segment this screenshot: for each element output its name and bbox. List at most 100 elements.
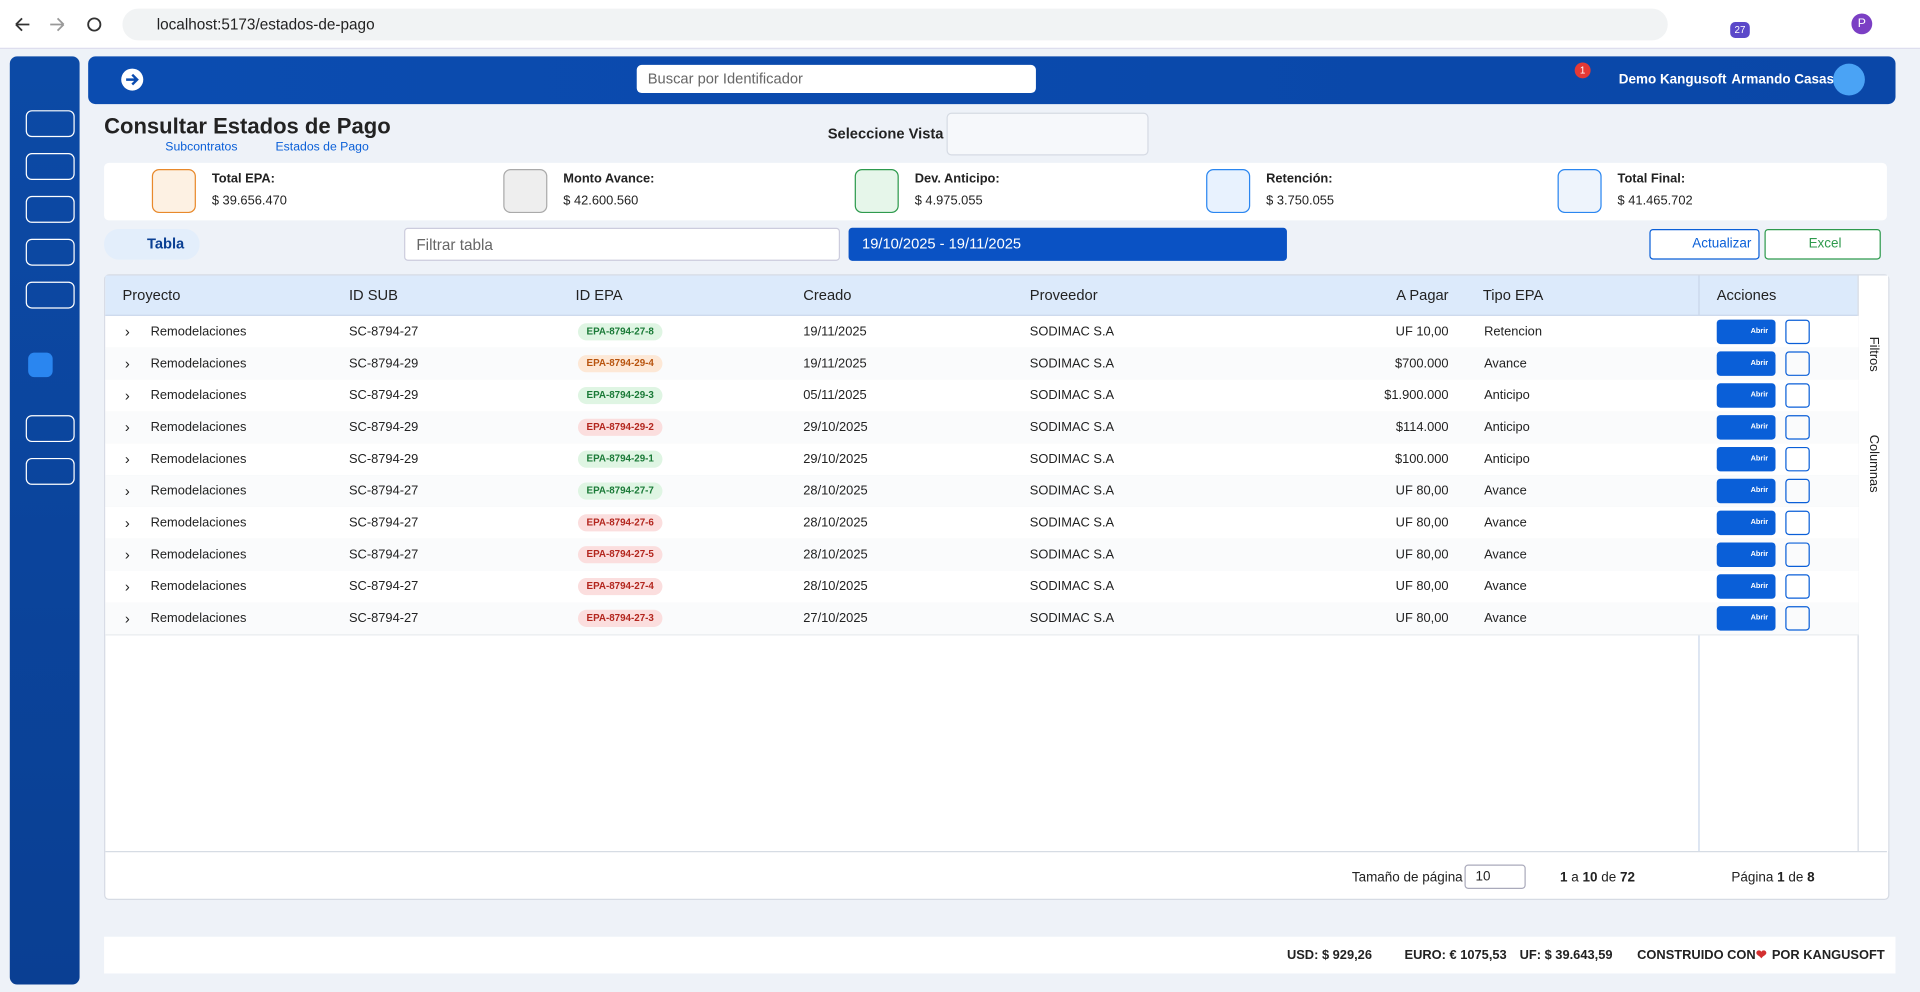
pdf-button[interactable] xyxy=(1785,606,1810,631)
created: 29/10/2025 xyxy=(803,451,868,467)
created: 19/11/2025 xyxy=(803,356,867,372)
profile[interactable]: P xyxy=(1851,13,1873,35)
open-button[interactable]: Abrir xyxy=(1716,510,1776,536)
column-header[interactable]: A Pagar xyxy=(1396,286,1449,304)
summary-value: $ 42.600.560 xyxy=(563,193,639,209)
url: localhost:5173/estados-de-pago xyxy=(156,15,375,34)
search-input[interactable]: Buscar por Identificador xyxy=(636,64,1036,94)
column-header[interactable]: Proveedor xyxy=(1029,286,1098,304)
column-header[interactable]: Tipo EPA xyxy=(1482,286,1544,304)
nav-item[interactable] xyxy=(25,153,75,181)
amount: UF 80,00 xyxy=(1395,547,1449,563)
pdf-button[interactable] xyxy=(1785,446,1810,472)
open-button[interactable]: Abrir xyxy=(1716,478,1776,504)
tab[interactable]: Tabla xyxy=(104,228,200,260)
open-button[interactable]: Abrir xyxy=(1716,383,1776,408)
id-sub: SC-8794-27 xyxy=(348,579,419,594)
expand[interactable]: › xyxy=(124,546,130,564)
expand[interactable]: › xyxy=(124,386,130,405)
expand[interactable]: › xyxy=(124,323,130,341)
summary-label: Retención: xyxy=(1266,171,1333,187)
expand[interactable]: › xyxy=(124,577,130,596)
project: Remodelaciones xyxy=(150,611,247,626)
open-button[interactable]: Abrir xyxy=(1716,606,1776,631)
page-title: Consultar Estados de Pago xyxy=(104,113,391,139)
expand[interactable]: › xyxy=(124,418,130,436)
pdf-button[interactable] xyxy=(1785,351,1810,376)
page-size-select[interactable]: 10 xyxy=(1464,864,1526,889)
column-header[interactable]: Acciones xyxy=(1716,286,1777,304)
excel-button[interactable]: Excel xyxy=(1764,228,1881,260)
summary-card: Dev. Anticipo: $ 4.975.055 xyxy=(854,163,1186,221)
built-with: CONSTRUIDO CON xyxy=(1637,947,1756,963)
filter-input[interactable]: Filtrar tabla xyxy=(404,227,841,261)
toggle-menu[interactable] xyxy=(120,67,144,91)
created: 28/10/2025 xyxy=(803,547,868,563)
word: a xyxy=(1571,870,1579,886)
table-row: › Remodelaciones SC-8794-29 EPA-8794-29-2 29… xyxy=(105,411,1859,445)
nav-buttons[interactable] xyxy=(12,15,110,35)
type: Avance xyxy=(1484,356,1527,372)
expand[interactable]: › xyxy=(124,450,130,468)
type: Avance xyxy=(1484,483,1527,499)
id-sub: SC-8794-27 xyxy=(348,515,419,531)
side-tab[interactable]: Filtros xyxy=(1866,336,1881,372)
notification-count: 1 xyxy=(1574,62,1591,79)
column-header[interactable]: Proyecto xyxy=(122,286,181,304)
avatar[interactable] xyxy=(1833,63,1865,96)
pdf-button[interactable] xyxy=(1785,542,1810,567)
type: Avance xyxy=(1484,611,1527,626)
open-button[interactable]: Abrir xyxy=(1716,351,1776,376)
amount: $100.000 xyxy=(1394,451,1449,467)
nav-item[interactable] xyxy=(25,457,75,485)
open-button[interactable]: Abrir xyxy=(1716,415,1776,440)
refresh-label: Actualizar xyxy=(1692,236,1752,252)
nav-active[interactable] xyxy=(28,352,53,378)
pdf-button[interactable] xyxy=(1785,478,1810,504)
pdf-button[interactable] xyxy=(1785,383,1810,408)
summary-value: $ 41.465.702 xyxy=(1617,193,1693,209)
type: Avance xyxy=(1484,547,1527,563)
open-button[interactable]: Abrir xyxy=(1716,574,1776,599)
breadcrumb[interactable]: Estados de Pago xyxy=(275,140,369,155)
type: Avance xyxy=(1484,579,1527,594)
nav-item[interactable] xyxy=(25,238,75,266)
project: Remodelaciones xyxy=(150,547,247,563)
nav-item[interactable] xyxy=(25,195,75,223)
date-range[interactable]: 19/10/2025 - 19/11/2025 xyxy=(848,227,1287,261)
side-tab[interactable]: Columnas xyxy=(1866,434,1881,493)
id-sub: SC-8794-29 xyxy=(348,420,419,435)
pdf-button[interactable] xyxy=(1785,510,1810,536)
column-header[interactable]: Creado xyxy=(803,286,852,304)
pdf-button[interactable] xyxy=(1785,319,1810,345)
word: Página xyxy=(1731,870,1774,886)
nav-item[interactable] xyxy=(25,415,75,443)
expand[interactable]: › xyxy=(124,609,130,627)
filter-placeholder: Filtrar tabla xyxy=(416,236,493,254)
uf-rate: UF: $ 39.643,59 xyxy=(1519,947,1613,963)
page: 1 xyxy=(1777,870,1785,886)
pdf-button[interactable] xyxy=(1785,415,1810,440)
open-button[interactable]: Abrir xyxy=(1716,446,1776,472)
refresh-button[interactable]: Actualizar xyxy=(1649,228,1760,260)
expand[interactable]: › xyxy=(124,514,130,532)
view-switcher[interactable] xyxy=(946,112,1149,156)
table-row: › Remodelaciones SC-8794-27 EPA-8794-27-4 28… xyxy=(105,570,1859,604)
nav-home[interactable] xyxy=(25,110,75,138)
address-bar[interactable]: localhost:5173/estados-de-pago xyxy=(122,8,1668,41)
amount: UF 80,00 xyxy=(1395,579,1449,594)
nav-item[interactable] xyxy=(25,281,75,309)
open-button[interactable]: Abrir xyxy=(1716,542,1776,567)
open-button[interactable]: Abrir xyxy=(1716,319,1776,345)
pdf-button[interactable] xyxy=(1785,574,1810,599)
amount: UF 10,00 xyxy=(1395,324,1449,340)
expand[interactable]: › xyxy=(124,355,130,373)
column-header[interactable]: ID SUB xyxy=(348,286,398,304)
column-header[interactable]: ID EPA xyxy=(575,286,623,304)
expand[interactable]: › xyxy=(124,482,130,500)
date-range-text: 19/10/2025 - 19/11/2025 xyxy=(862,235,1022,253)
breadcrumb[interactable]: Subcontratos xyxy=(165,140,238,155)
created: 28/10/2025 xyxy=(803,579,868,594)
